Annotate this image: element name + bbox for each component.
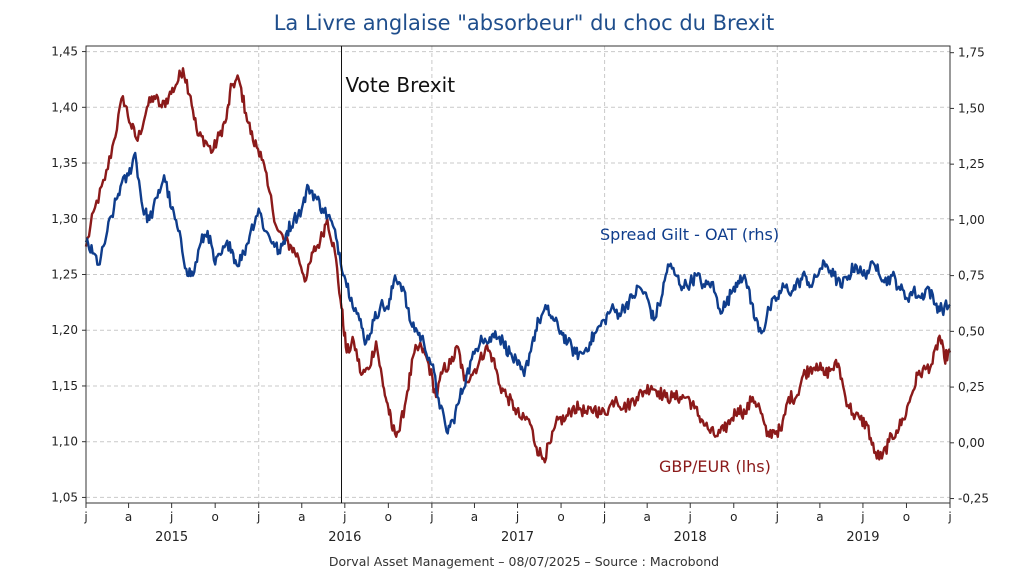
right-tick-label: 1,50 — [958, 101, 985, 115]
x-year-label: 2019 — [846, 530, 879, 545]
x-month-label: a — [125, 510, 132, 524]
left-tick-label: 1,10 — [51, 435, 78, 449]
x-month-label: o — [903, 510, 910, 524]
x-month-label: a — [643, 510, 650, 524]
left-tick-label: 1,25 — [51, 268, 78, 282]
series-layer — [84, 67, 952, 464]
x-month-label: a — [816, 510, 823, 524]
left-tick-label: 1,45 — [51, 45, 78, 59]
right-tick-label: 1,00 — [958, 213, 985, 227]
brexit-vote-label: Vote Brexit — [346, 73, 456, 97]
right-tick-label: 0,00 — [958, 436, 985, 450]
gridlines — [86, 46, 950, 503]
x-year-label: 2018 — [674, 530, 707, 545]
x-month-label: j — [429, 510, 433, 524]
series-line-0 — [84, 67, 952, 464]
chart-title: La Livre anglaise "absorbeur" du choc du… — [274, 11, 775, 35]
right-tick-label: 1,75 — [958, 46, 985, 60]
left-tick-label: 1,30 — [51, 212, 78, 226]
x-month-label: j — [256, 510, 260, 524]
x-year-label: 2015 — [155, 530, 188, 545]
right-tick-label: 0,75 — [958, 269, 985, 283]
axes-layer: 1,05 1,10 1,15 1,20 1,25 1,30 1,35 1,40 1,45 -0,2… — [51, 45, 989, 545]
x-month-label: j — [515, 510, 519, 524]
right-tick-label: 1,25 — [958, 157, 985, 171]
right-tick-label: 0,50 — [958, 324, 985, 338]
x-month-label: j — [775, 510, 779, 524]
x-month-label: j — [342, 510, 346, 524]
right-tick-label: -0,25 — [958, 492, 989, 506]
x-month-label: o — [557, 510, 564, 524]
x-month-label: o — [730, 510, 737, 524]
source-note: Dorval Asset Management – 08/07/2025 – S… — [329, 554, 719, 569]
annotations: Vote Brexit Spread Gilt - OAT (rhs) GBP/EU… — [341, 46, 779, 503]
x-month-label: o — [212, 510, 219, 524]
x-month-label: j — [947, 510, 951, 524]
x-month-label: j — [83, 510, 87, 524]
x-month-label: j — [688, 510, 692, 524]
x-month-label: a — [298, 510, 305, 524]
left-tick-label: 1,05 — [51, 490, 78, 504]
left-tick-label: 1,15 — [51, 379, 78, 393]
series-label-1: GBP/EUR (lhs) — [659, 457, 771, 476]
x-month-label: j — [169, 510, 173, 524]
x-year-label: 2017 — [501, 530, 534, 545]
right-tick-label: 0,25 — [958, 380, 985, 394]
x-month-label: j — [602, 510, 606, 524]
series-label-0: Spread Gilt - OAT (rhs) — [600, 225, 779, 244]
series-line-1 — [84, 151, 951, 435]
left-tick-label: 1,40 — [51, 100, 78, 114]
left-tick-label: 1,35 — [51, 156, 78, 170]
x-month-label: a — [471, 510, 478, 524]
x-month-label: o — [385, 510, 392, 524]
left-tick-label: 1,20 — [51, 323, 78, 337]
x-year-label: 2016 — [328, 530, 361, 545]
x-month-label: j — [860, 510, 864, 524]
